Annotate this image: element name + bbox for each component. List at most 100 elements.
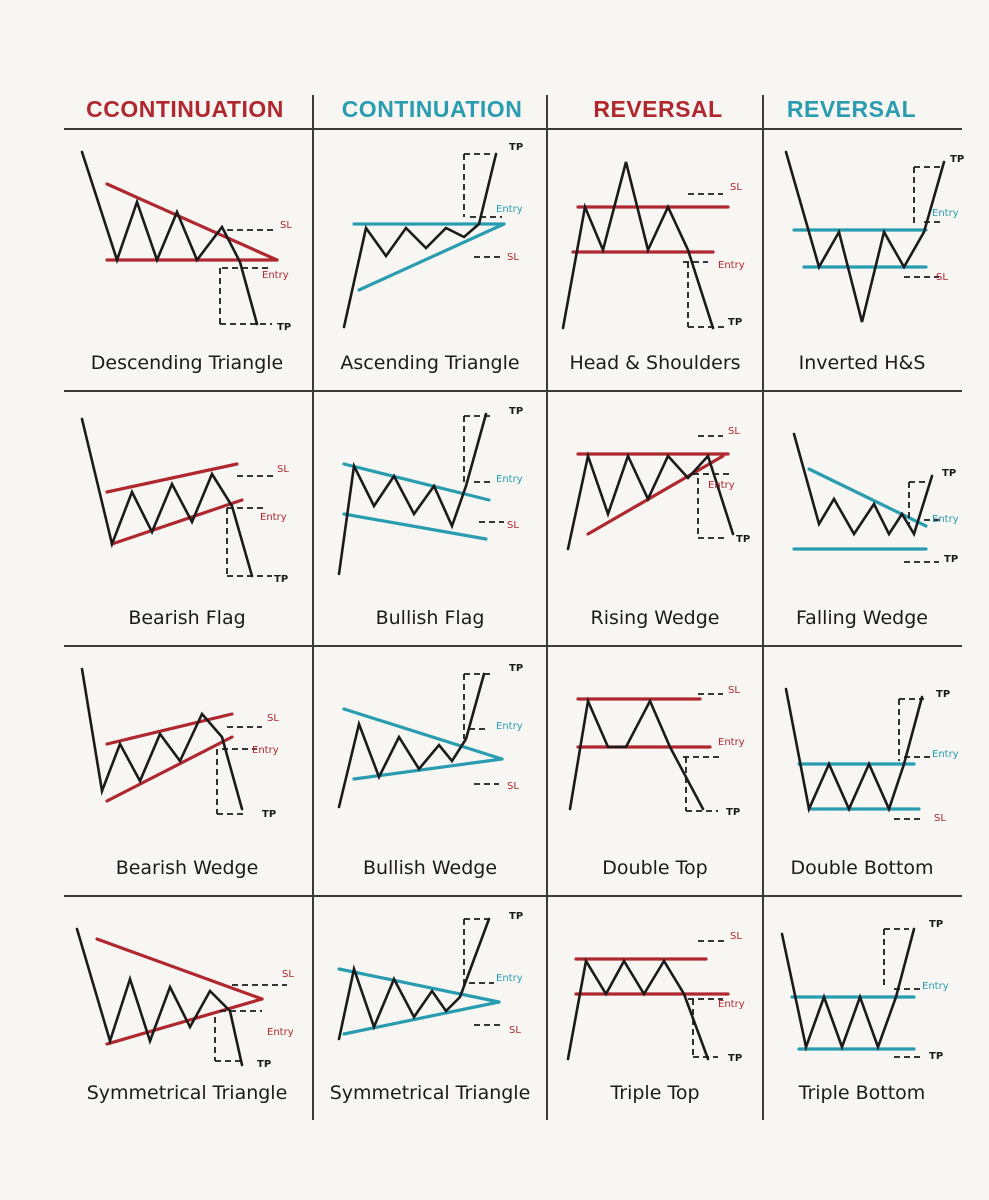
pattern-caption: Inverted H&S bbox=[798, 352, 926, 374]
entry-label: Entry bbox=[262, 270, 289, 281]
price-path bbox=[80, 667, 244, 811]
grid-divider-h1 bbox=[64, 390, 962, 392]
grid-divider-v2 bbox=[546, 95, 548, 1120]
tp-label: TP bbox=[262, 809, 276, 820]
price-path bbox=[342, 152, 498, 329]
sl-label: SL bbox=[728, 685, 740, 696]
header-col-2: CONTINUATION bbox=[341, 96, 523, 122]
price-path bbox=[80, 150, 259, 326]
entry-label: Entry bbox=[708, 480, 735, 491]
trend-line bbox=[105, 735, 234, 803]
trend-line bbox=[110, 498, 244, 546]
pattern-cell-double-bottom: TP Entry SL Double Bottom bbox=[764, 649, 960, 895]
pattern-caption: Triple Bottom bbox=[798, 1082, 926, 1104]
tp-label: TP bbox=[728, 317, 742, 328]
pattern-caption: Ascending Triangle bbox=[340, 352, 520, 374]
pattern-cell-rising-wedge: SL Entry TP Rising Wedge bbox=[548, 394, 762, 645]
pattern-caption: Double Top bbox=[602, 857, 708, 879]
sl-label: TP bbox=[509, 142, 523, 153]
entry-label: Entry bbox=[718, 260, 745, 271]
pattern-caption: Symmetrical Triangle bbox=[329, 1082, 531, 1104]
entry-label: Entry bbox=[932, 749, 959, 760]
grid-divider-h0 bbox=[64, 128, 962, 130]
tp-label: SL bbox=[934, 813, 946, 824]
entry-label: Entry bbox=[260, 512, 287, 523]
sl-label: SL bbox=[282, 969, 294, 980]
entry-label: Entry bbox=[922, 981, 949, 992]
entry-label: Entry bbox=[252, 745, 279, 756]
price-path bbox=[566, 451, 735, 551]
sl-label: SL bbox=[730, 182, 742, 193]
price-path bbox=[566, 957, 710, 1061]
pattern-cell-bull-flag: TP Entry SL Bullish Flag bbox=[314, 394, 546, 645]
pattern-cell-sym-bull: TP Entry SL Symmetrical Triangle bbox=[314, 899, 546, 1120]
pattern-caption: Falling Wedge bbox=[796, 607, 928, 629]
price-path bbox=[784, 150, 946, 323]
pattern-cell-double-top: SL Entry TP Double Top bbox=[548, 649, 762, 895]
pattern-diagram: TP Entry TP bbox=[780, 919, 949, 1062]
tp-label: TP bbox=[257, 1059, 271, 1070]
grid-divider-h3 bbox=[64, 895, 962, 897]
sl-label: TP bbox=[509, 911, 523, 922]
tp-label: SL bbox=[507, 520, 519, 531]
pattern-cell-triple-top: SL Entry TP Triple Top bbox=[548, 899, 762, 1120]
pattern-diagram: TP Entry SL bbox=[784, 150, 964, 323]
trend-line bbox=[105, 997, 264, 1046]
trend-line bbox=[807, 467, 928, 528]
grid-divider-v1 bbox=[312, 95, 314, 1120]
pattern-cell-bear-flag: SL Entry TP Bearish Flag bbox=[62, 394, 312, 645]
header-col-4: REVERSAL bbox=[786, 96, 917, 122]
entry-label: Entry bbox=[932, 514, 959, 525]
tp-label: TP bbox=[728, 1053, 742, 1064]
tp-label: TP bbox=[929, 1051, 943, 1062]
sl-label: SL bbox=[277, 464, 289, 475]
tp-label: TP bbox=[274, 574, 288, 585]
grid-divider-h2 bbox=[64, 645, 962, 647]
tp-label: SL bbox=[509, 1025, 521, 1036]
pattern-caption: Bullish Flag bbox=[375, 607, 485, 629]
header-col-3: REVERSAL bbox=[593, 96, 723, 122]
sl-label: TP bbox=[942, 468, 956, 479]
pattern-caption: Bullish Wedge bbox=[362, 857, 498, 879]
pattern-diagram: TP Entry SL bbox=[337, 406, 523, 576]
pattern-cell-desc-tri: SL Entry TP Descending Triangle bbox=[62, 132, 312, 390]
pattern-diagram: TP Entry SL bbox=[342, 142, 523, 329]
pattern-diagram: SL Entry TP bbox=[80, 667, 279, 820]
sl-label: TP bbox=[950, 154, 964, 165]
entry-label: Entry bbox=[496, 474, 523, 485]
tp-label: TP bbox=[726, 807, 740, 818]
header-col-1: CCONTINUATION bbox=[86, 96, 284, 122]
trend-line bbox=[586, 454, 725, 536]
pattern-diagram: TP Entry SL bbox=[337, 911, 523, 1041]
trend-line bbox=[357, 222, 506, 292]
pattern-diagram: TP Entry SL bbox=[337, 663, 523, 809]
pattern-cell-bull-wedge: TP Entry SL Bullish Wedge bbox=[314, 649, 546, 895]
tp-label: SL bbox=[507, 252, 519, 263]
pattern-cell-ihs: TP Entry SL Inverted H&S bbox=[764, 132, 964, 390]
pattern-diagram: SL Entry TP bbox=[80, 417, 289, 585]
tp-label: TP bbox=[944, 554, 958, 565]
price-path bbox=[337, 672, 486, 809]
price-path bbox=[784, 687, 924, 814]
pattern-diagram: SL Entry TP bbox=[75, 927, 294, 1070]
pattern-caption: Triple Top bbox=[610, 1082, 700, 1104]
trend-line bbox=[342, 707, 504, 761]
pattern-cell-triple-bottom: TP Entry TP Triple Bottom bbox=[764, 899, 960, 1120]
pattern-diagram: SL Entry TP bbox=[568, 685, 745, 818]
pattern-caption: Bearish Wedge bbox=[115, 857, 259, 879]
trend-line bbox=[342, 1000, 501, 1036]
sl-label: TP bbox=[509, 663, 523, 674]
trend-line bbox=[105, 712, 234, 746]
tp-label: TP bbox=[277, 322, 291, 333]
sl-label: TP bbox=[929, 919, 943, 930]
entry-label: Entry bbox=[718, 999, 745, 1010]
pattern-caption: Head & Shoulders bbox=[569, 352, 741, 374]
pattern-diagram: TP Entry TP bbox=[792, 432, 959, 565]
pattern-caption: Double Bottom bbox=[790, 857, 934, 879]
tp-label: SL bbox=[507, 781, 519, 792]
trend-line bbox=[342, 512, 488, 541]
price-path bbox=[337, 917, 491, 1041]
entry-label: Entry bbox=[718, 737, 745, 748]
pattern-diagram: SL Entry TP bbox=[561, 161, 745, 330]
pattern-diagram: SL Entry TP bbox=[566, 931, 745, 1064]
